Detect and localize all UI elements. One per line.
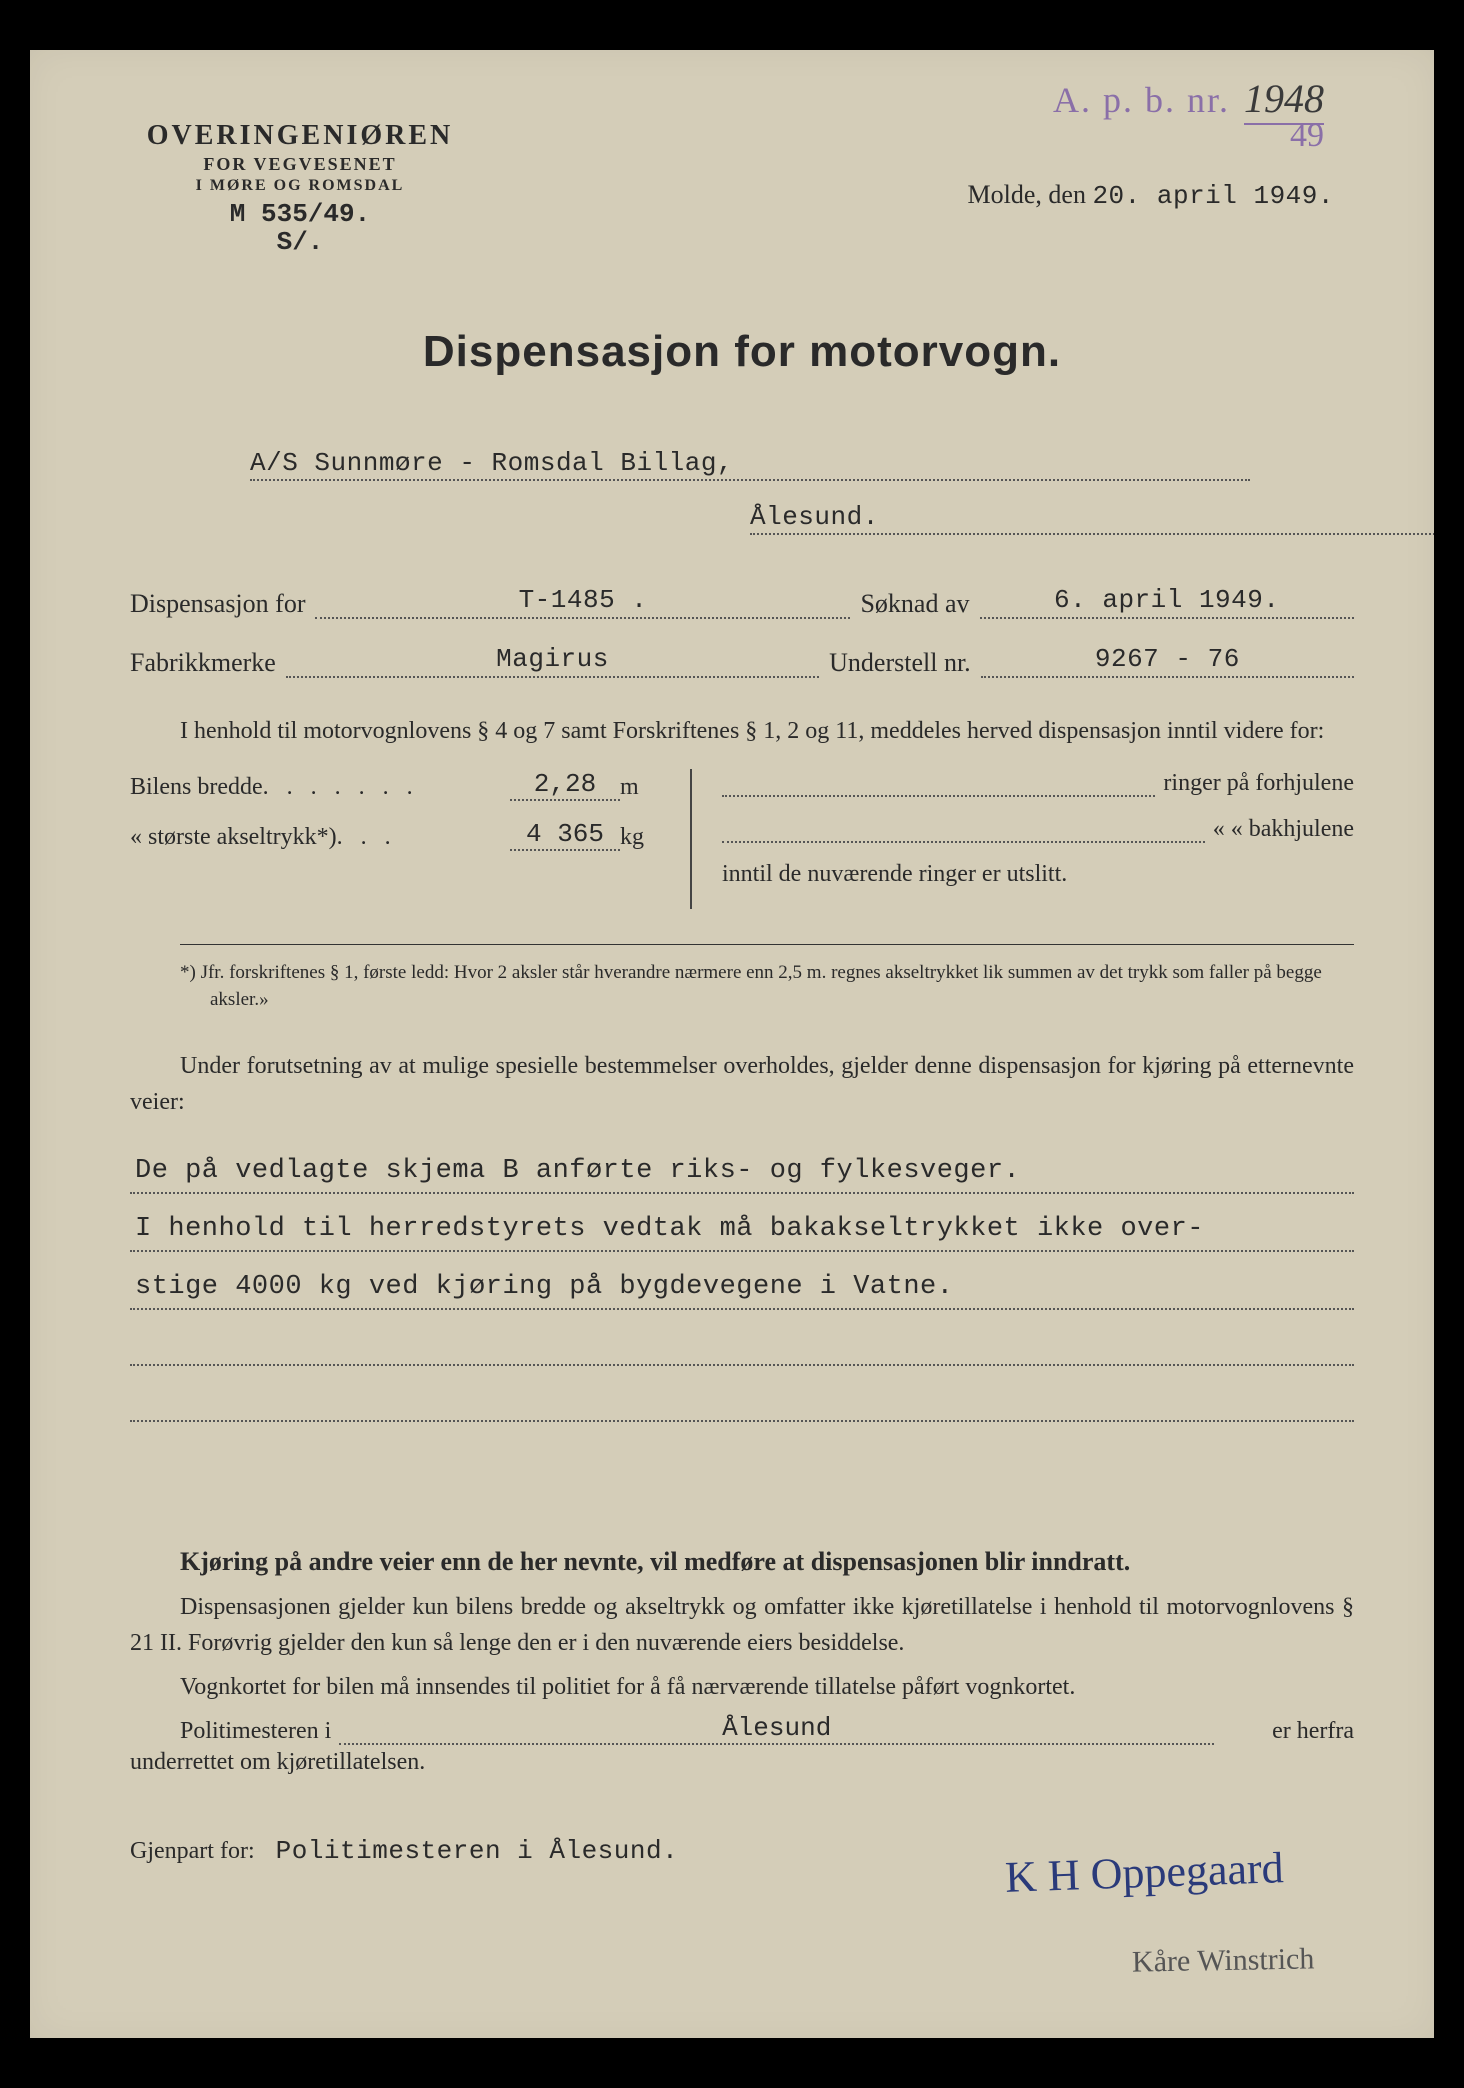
letterhead-sub1: FOR VEGVESENET (130, 154, 470, 175)
soknad-label: Søknad av (860, 589, 969, 619)
police-value: Ålesund (339, 1713, 1214, 1745)
disp-for-label: Dispensasjon for (130, 589, 305, 619)
stamp-prefix: A. p. b. nr. (1053, 80, 1230, 120)
specs-section: Bilens bredde . . . . . . . 2,28 m « stø… (130, 769, 1354, 909)
letterhead-left: OVERINGENIØREN FOR VEGVESENET I MØRE OG … (130, 120, 470, 257)
road-line-3: stige 4000 kg ved kjøring på bygdevegene… (130, 1266, 1354, 1310)
date-value: 20. april 1949. (1092, 181, 1334, 211)
axle-unit: kg (620, 824, 660, 851)
form-row-1: Dispensasjon for T-1485 . Søknad av 6. a… (130, 585, 1354, 619)
dots: . . . . . . . (263, 774, 510, 801)
specs-right: ringer på forhjulene « « bakhjulene innt… (692, 769, 1354, 909)
road-line-5 (130, 1380, 1354, 1422)
final-text-2: Vognkortet for bilen må innsendes til po… (130, 1669, 1354, 1705)
recipient-name: A/S Sunnmøre - Romsdal Billag, (250, 447, 1250, 481)
understell-value: 9267 - 76 (981, 644, 1354, 678)
date-area: Molde, den 20. april 1949. (968, 180, 1334, 211)
specs-left: Bilens bredde . . . . . . . 2,28 m « stø… (130, 769, 690, 909)
right-fill-1 (722, 769, 1155, 797)
date-place: Molde, den (968, 180, 1086, 209)
copy-label: Gjenpart for: (130, 1838, 255, 1864)
width-value: 2,28 (510, 769, 620, 801)
axle-value: 4 365 (510, 819, 620, 851)
letterhead-sub2: I MØRE OG ROMSDAL (130, 177, 470, 195)
letterhead-title: OVERINGENIØREN (130, 120, 470, 152)
roads-section: De på vedlagte skjema B anførte riks- og… (130, 1150, 1354, 1422)
fabrikk-label: Fabrikkmerke (130, 648, 276, 678)
road-line-2: I henhold til herredstyrets vedtak må ba… (130, 1208, 1354, 1252)
bold-warning: Kjøring på andre veier enn de her nevnte… (130, 1542, 1354, 1581)
police-row: Politimesteren i Ålesund er herfra (130, 1713, 1354, 1745)
stamp-area: A. p. b. nr. 1948 49 (1053, 75, 1324, 155)
right-fill-2 (722, 815, 1205, 843)
understell-label: Understell nr. (829, 648, 971, 678)
recipient-block: A/S Sunnmøre - Romsdal Billag, Ålesund. (250, 447, 1354, 535)
width-label: Bilens bredde (130, 774, 263, 801)
road-line-1: De på vedlagte skjema B anførte riks- og… (130, 1150, 1354, 1194)
final-text-1: Dispensasjonen gjelder kun bilens bredde… (130, 1589, 1354, 1661)
signature-2: Kåre Winstrich (1131, 1942, 1314, 1979)
copy-value: Politimesteren i Ålesund. (276, 1836, 679, 1866)
right1-suffix: ringer på forhjulene (1163, 770, 1354, 797)
recipient-city: Ålesund. (750, 501, 1464, 535)
dots: . . . (337, 824, 510, 851)
intro-text: I henhold til motorvognlovens § 4 og 7 s… (130, 713, 1354, 749)
roads-intro: Under forutsetning av at mulige spesiell… (130, 1048, 1354, 1120)
right3-text: inntil de nuværende ringer er utslitt. (722, 861, 1354, 888)
footnote: *) Jfr. forskriftenes § 1, første ledd: … (180, 944, 1354, 1013)
right2-suffix: « « bakhjulene (1213, 816, 1354, 843)
axle-label: « største akseltrykk*) (130, 824, 337, 851)
police-suffix: er herfra (1222, 1718, 1354, 1745)
document-page: A. p. b. nr. 1948 49 OVERINGENIØREN FOR … (0, 20, 1464, 2068)
disp-for-value: T-1485 . (315, 585, 850, 619)
police-prefix: Politimesteren i (130, 1718, 331, 1745)
soknad-value: 6. april 1949. (980, 585, 1354, 619)
fabrikk-value: Magirus (286, 644, 819, 678)
signature-1: K H Oppegaard (1005, 1842, 1285, 1903)
police-line2: underrettet om kjøretillatelsen. (130, 1749, 1354, 1776)
road-line-4 (130, 1324, 1354, 1366)
main-title: Dispensasjon for motorvogn. (130, 327, 1354, 377)
width-unit: m (620, 774, 660, 801)
letterhead-ref2: S/. (130, 227, 470, 257)
form-row-2: Fabrikkmerke Magirus Understell nr. 9267… (130, 644, 1354, 678)
letterhead-ref1: M 535/49. (130, 199, 470, 229)
